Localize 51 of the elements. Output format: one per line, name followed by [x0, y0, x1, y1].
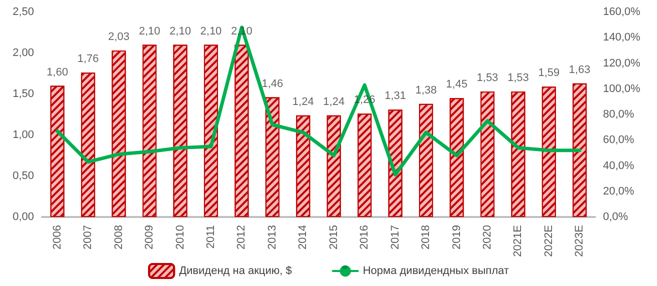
y2-tick-label: 40,0%	[603, 160, 634, 172]
data-label: 1,53	[507, 72, 529, 84]
y2-tick-label: 60,0%	[603, 134, 634, 146]
data-label: 1,59	[538, 67, 560, 80]
x-tick-label: 2014	[297, 225, 310, 250]
data-label: 1,60	[46, 66, 68, 78]
y-tick-label: 0,50	[12, 170, 34, 182]
x-tick-label: 2015	[328, 225, 340, 250]
x-tick-label: 2010	[174, 225, 186, 250]
x-tick-label: 2006	[51, 225, 64, 250]
data-label: 2,03	[108, 31, 130, 44]
data-label: 1,24	[292, 96, 314, 108]
x-tick-label: 2019	[450, 225, 463, 250]
data-label: 1,63	[568, 64, 590, 76]
x-tick-label: 2021E	[512, 225, 524, 257]
y-tick-label: 2,00	[12, 47, 34, 59]
data-label: 1,38	[415, 84, 437, 96]
data-label: 2,10	[170, 25, 191, 38]
data-label: 2,10	[138, 25, 160, 38]
y-tick-label: 0,00	[12, 211, 34, 223]
x-tick-label: 2012	[236, 225, 248, 250]
data-label: 1,53	[476, 72, 498, 84]
y2-tick-label: 80,0%	[603, 108, 634, 120]
x-tick-label: 2016	[358, 225, 371, 250]
x-tick-label: 2022E	[542, 225, 555, 257]
y2-tick-label: 0,0%	[603, 211, 628, 223]
data-label: 2,10	[200, 25, 222, 38]
x-tick-label: 2018	[420, 225, 432, 250]
y2-tick-label: 120,0%	[603, 57, 641, 70]
x-tick-label: 2011	[204, 225, 217, 249]
y2-tick-label: 140,0%	[603, 32, 641, 44]
y2-tick-label: 160,0%	[603, 6, 641, 18]
y-tick-label: 1,50	[12, 88, 34, 100]
data-label: 1,24	[323, 96, 345, 108]
data-label: 1,76	[77, 53, 99, 66]
y-tick-label: 2,50	[12, 6, 34, 18]
y2-tick-label: 100,0%	[603, 82, 641, 95]
legend-label: Норма дивидендных выплат	[362, 265, 509, 277]
x-tick-label: 2013	[266, 225, 278, 250]
x-tick-label: 2008	[112, 225, 125, 250]
y2-tick-label: 20,0%	[603, 185, 634, 198]
x-tick-label: 2009	[144, 225, 156, 250]
legend-label: Дивиденд на акцию, $	[179, 265, 292, 277]
data-label: 1,31	[384, 90, 406, 102]
data-label: 1,45	[446, 78, 468, 91]
x-tick-label: 2020	[481, 225, 494, 250]
x-tick-label: 2023E	[574, 225, 586, 257]
data-label: 1,46	[262, 78, 284, 90]
y-tick-label: 1,00	[12, 129, 34, 141]
x-tick-label: 2017	[389, 225, 402, 250]
x-tick-label: 2007	[82, 225, 94, 250]
